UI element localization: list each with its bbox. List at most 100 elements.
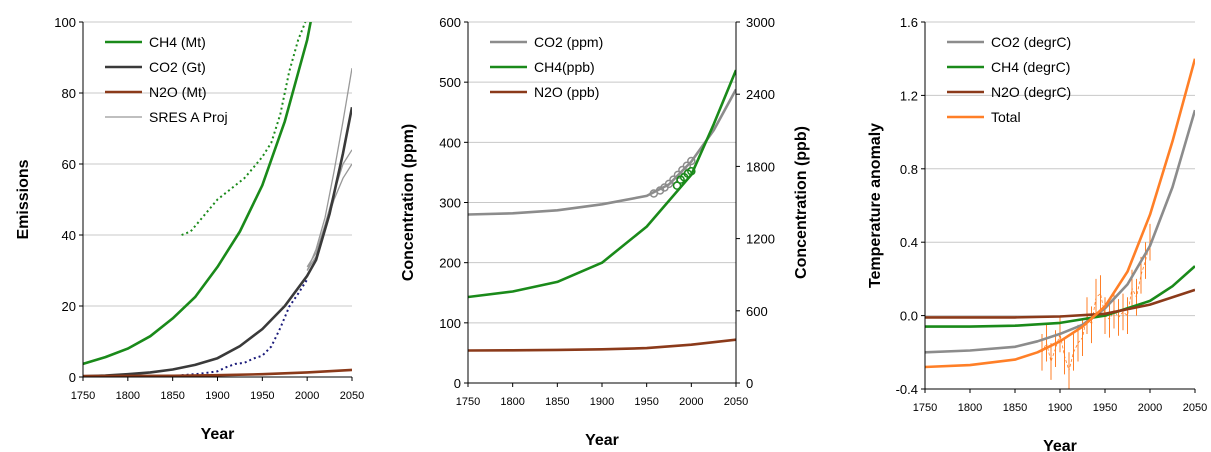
concentration-legend: CO2 (ppm) CH4(ppb) N2O (ppb): [490, 34, 603, 100]
extra-series-line-0: [181, 22, 307, 236]
legend-label-ch4-degrc: CH4 (degrC): [991, 59, 1070, 75]
legend-label-co2-gt: CO2 (Gt): [149, 59, 206, 75]
y-tick-label: 500: [439, 75, 461, 90]
x-tick-label: 1900: [1048, 402, 1072, 414]
concentration-series: [468, 69, 736, 352]
y-tick-label: 0.4: [900, 235, 918, 250]
y-tick-label-right: 2400: [746, 87, 775, 102]
legend-label-sres-a-proj: SRES A Proj: [149, 109, 228, 125]
emissions-chart: 0 20 40 60 80 100 1750 1800 1850 1900 1950 2000 205…: [15, 15, 364, 443]
emissions-y-ticks: 0 20 40 60 80 100: [54, 15, 83, 385]
concentration-y-ticks-right: 0 600 1200 1800 2400 3000: [736, 15, 775, 391]
legend-label-n2o-degrc: N2O (degrC): [991, 84, 1071, 100]
series-line-ch4-mt: [83, 22, 312, 366]
x-tick-label: 2000: [1138, 402, 1162, 414]
y-tick-label-right: 1200: [746, 232, 775, 247]
legend-label-ch4-ppb: CH4(ppb): [534, 59, 595, 75]
emissions-y-axis-label: Emissions: [15, 159, 32, 239]
y-tick-label: 0.0: [900, 309, 918, 324]
temperature-y-ticks: -0.4 0.0 0.4 0.8 1.2 1.6: [896, 15, 925, 397]
y-tick-label: 400: [439, 135, 461, 150]
series-line-co2-ppm: [468, 88, 736, 216]
y-tick-label: 300: [439, 196, 461, 211]
series-clip: [925, 58, 1195, 389]
x-tick-label: 1850: [160, 390, 184, 402]
temperature-x-ticks: 1750 1800 1850 1900 1950 2000 2050: [913, 389, 1207, 414]
y-tick-label-right: 1800: [746, 159, 775, 174]
legend-label-co2-degrc: CO2 (degrC): [991, 34, 1071, 50]
temperature-grid: [925, 21, 1195, 317]
legend-label-total: Total: [991, 109, 1021, 125]
y-tick-label: 0: [69, 370, 76, 385]
y-tick-label: 100: [439, 316, 461, 331]
y-tick-label: 600: [439, 15, 461, 30]
x-tick-label: 2050: [724, 396, 748, 408]
x-tick-label: 1950: [1093, 402, 1117, 414]
x-tick-label: 1800: [116, 390, 140, 402]
x-tick-label: 2050: [1183, 402, 1207, 414]
y-tick-label: 60: [62, 157, 76, 172]
emissions-legend: CH4 (Mt) CO2 (Gt) N2O (Mt) SRES A Proj: [105, 34, 228, 125]
concentration-x-axis-label: Year: [585, 432, 619, 449]
y-tick-label: 0: [454, 376, 461, 391]
x-tick-label: 1950: [634, 396, 658, 408]
observation-point: [687, 156, 696, 166]
legend-label-n2o-ppb: N2O (ppb): [534, 84, 599, 100]
x-tick-label: 1950: [250, 390, 274, 402]
emissions-series: [83, 22, 352, 377]
y-tick-label: 40: [62, 228, 76, 243]
concentration-x-ticks: 1750 1800 1850 1900 1950 2000 2050: [456, 383, 748, 408]
x-tick-label: 1750: [71, 390, 95, 402]
emissions-x-ticks: 1750 1800 1850 1900 1950 2000 2050: [71, 377, 364, 402]
y-tick-label: 100: [54, 15, 76, 30]
temperature-chart: -0.4 0.0 0.4 0.8 1.2 1.6 1750 1800 1850 1900 1950…: [867, 15, 1207, 452]
temperature-legend: CO2 (degrC) CH4 (degrC) N2O (degrC) Total: [947, 34, 1071, 125]
x-tick-label: 2050: [340, 390, 364, 402]
temperature-x-axis-label: Year: [1043, 438, 1077, 452]
y-tick-label: 1.6: [900, 15, 918, 30]
temperature-y-axis-label: Temperature anomaly: [867, 123, 884, 288]
y-tick-label: 80: [62, 86, 76, 101]
y-tick-label: 1.2: [900, 88, 918, 103]
series-line-co2-degrc: [925, 109, 1195, 354]
series-line-n2o-mt: [83, 368, 352, 377]
concentration-y-axis-label: Concentration (ppm): [400, 124, 417, 281]
observation-point: [687, 166, 696, 176]
series-clip: [83, 22, 352, 377]
y-tick-label: -0.4: [896, 382, 918, 397]
concentration-chart: 0 100 200 300 400 500 600 0 600 1200 1800 2400 3000…: [400, 15, 810, 449]
x-tick-label: 1900: [590, 396, 614, 408]
y-tick-label: 0.8: [900, 162, 918, 177]
series-clip: [468, 69, 736, 352]
x-tick-label: 2000: [679, 396, 703, 408]
series-line-ch4-degrc: [925, 265, 1195, 328]
x-tick-label: 1900: [205, 390, 229, 402]
series-line-n2o-degrc: [925, 288, 1195, 319]
temperature-series: [925, 58, 1195, 389]
x-tick-label: 1800: [500, 396, 524, 408]
concentration-y-ticks: 0 100 200 300 400 500 600: [439, 15, 468, 391]
x-tick-label: 1750: [913, 402, 937, 414]
x-tick-label: 2000: [295, 390, 319, 402]
x-tick-label: 1750: [456, 396, 480, 408]
x-tick-label: 1800: [958, 402, 982, 414]
y-tick-label-right: 3000: [746, 15, 775, 30]
observation-point: [672, 181, 682, 190]
y-tick-label-right: 0: [746, 376, 753, 391]
y-tick-label-right: 600: [746, 304, 768, 319]
emissions-x-axis-label: Year: [201, 426, 235, 443]
observation-line: [1041, 242, 1151, 373]
series-line-total: [925, 58, 1195, 369]
legend-label-co2-ppm: CO2 (ppm): [534, 34, 603, 50]
observation-point: [664, 179, 674, 189]
legend-label-n2o-mt: N2O (Mt): [149, 84, 207, 100]
concentration-y-axis-label-right: Concentration (ppb): [793, 126, 810, 279]
extra-series-line-1: [181, 278, 309, 377]
series-line-n2o-ppb: [468, 338, 736, 352]
legend-label-ch4-mt: CH4 (Mt): [149, 34, 206, 50]
observation-point: [682, 161, 692, 171]
series-line-ch4-ppb: [468, 69, 736, 299]
y-tick-label: 20: [62, 299, 76, 314]
x-tick-label: 1850: [1003, 402, 1027, 414]
